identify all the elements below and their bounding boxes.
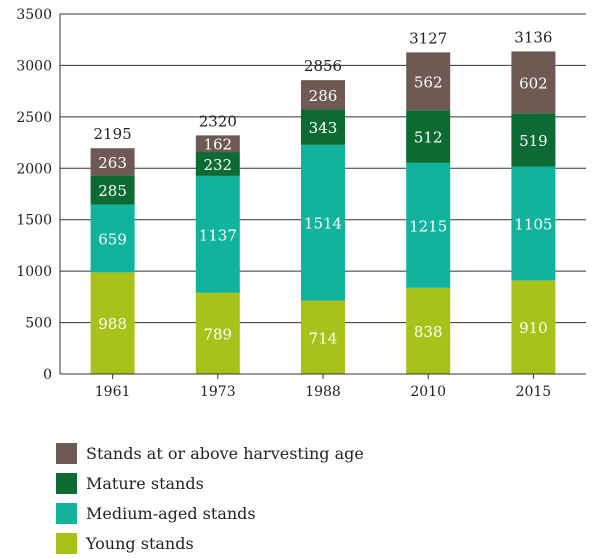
total-label: 3136	[514, 28, 552, 46]
y-tick-label: 3000	[16, 58, 52, 74]
bar-segment	[301, 300, 345, 374]
legend-item-young: Young stands	[56, 528, 364, 558]
data-label: 659	[98, 230, 127, 248]
bar-segment	[90, 272, 135, 374]
total-label: 2856	[304, 57, 342, 75]
legend-label: Mature stands	[86, 473, 204, 493]
data-label: 562	[414, 73, 443, 91]
data-label: 232	[203, 156, 232, 174]
bar-segment	[511, 51, 556, 114]
bars: 988 659 285 263 2195 789 1137 232 162 2320 714 1514…	[90, 28, 556, 374]
legend-item-medium-aged: Medium-aged stands	[56, 498, 364, 528]
legend-swatch	[56, 442, 77, 464]
bar-segment	[301, 109, 345, 145]
legend-label: Young stands	[86, 533, 194, 553]
total-label: 3127	[409, 29, 447, 47]
data-label: 789	[203, 325, 232, 343]
data-label: 285	[98, 182, 127, 200]
bar-segment	[90, 204, 135, 273]
legend-item-harvesting-age: Stands at or above harvesting age	[56, 438, 364, 468]
legend-item-mature: Mature stands	[56, 468, 364, 498]
bar-segment	[301, 80, 345, 110]
y-tick-label: 500	[25, 316, 52, 332]
bar-segment	[301, 144, 345, 301]
data-label: 1514	[304, 215, 342, 233]
x-tick-label: 1961	[95, 384, 131, 400]
data-label: 838	[414, 323, 443, 341]
legend-swatch	[56, 502, 77, 524]
bar-segment	[195, 135, 240, 153]
bar-segment	[195, 292, 240, 374]
stacked-bar-chart: 0 500 1000 1500 2000 2500 3000 3500 988 659 285 26…	[16, 7, 586, 400]
data-label: 1105	[514, 216, 552, 234]
bar-segment	[511, 280, 556, 374]
bar-segment	[511, 113, 556, 167]
legend-swatch	[56, 472, 77, 494]
bar-segment	[511, 166, 556, 281]
data-label: 343	[309, 119, 338, 137]
y-tick-label: 2500	[16, 110, 52, 126]
y-tick-label: 0	[43, 367, 52, 383]
y-tick-label: 2000	[16, 161, 52, 177]
legend-swatch	[56, 532, 77, 554]
x-axis: 1961 1973 1988 2010 2015	[60, 373, 586, 400]
bar-segment	[90, 148, 135, 176]
y-axis: 0 500 1000 1500 2000 2500 3000 3500	[16, 7, 61, 383]
bar-segment	[195, 152, 240, 176]
data-label: 263	[98, 154, 127, 172]
total-label: 2195	[94, 125, 132, 143]
bar-segment	[406, 287, 451, 374]
data-label: 1215	[409, 217, 447, 235]
data-label: 512	[414, 129, 443, 147]
total-label: 2320	[199, 112, 237, 130]
legend-label: Medium-aged stands	[86, 503, 256, 523]
data-label: 519	[519, 132, 548, 150]
x-tick-label: 2010	[410, 384, 446, 400]
y-tick-label: 1000	[16, 264, 52, 280]
legend-label: Stands at or above harvesting age	[86, 443, 364, 463]
data-label: 286	[309, 87, 338, 105]
data-label: 910	[519, 319, 548, 337]
bar-segment	[406, 162, 451, 288]
legend: Stands at or above harvesting age Mature…	[56, 438, 364, 558]
bar-segment	[90, 175, 135, 205]
data-label: 162	[203, 136, 232, 154]
data-label: 714	[309, 329, 338, 347]
data-label: 1137	[199, 226, 237, 244]
bar-segment	[195, 175, 240, 293]
bar-segment	[406, 110, 451, 163]
data-label: 988	[98, 315, 127, 333]
x-tick-label: 1988	[305, 384, 341, 400]
y-tick-label: 3500	[16, 7, 52, 23]
x-tick-label: 2015	[516, 384, 552, 400]
x-tick-label: 1973	[200, 384, 236, 400]
data-label: 602	[519, 74, 548, 92]
bar-segment	[406, 52, 451, 111]
y-tick-label: 1500	[16, 213, 52, 229]
